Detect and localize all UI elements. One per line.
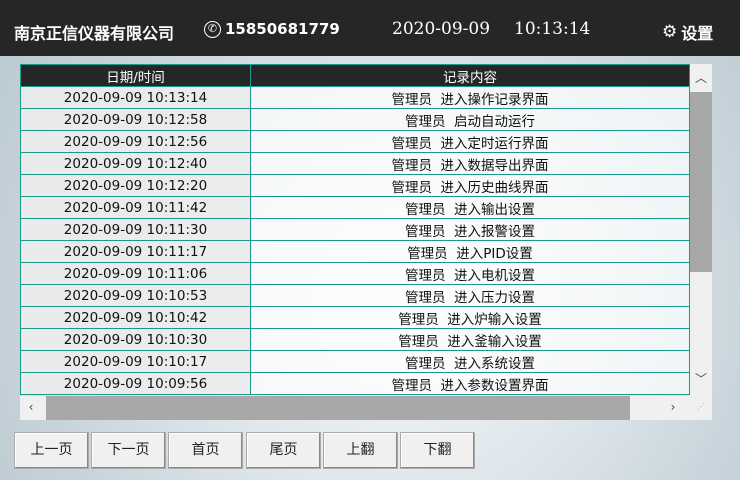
datetime-cell[interactable]: 2020-09-09 10:09:56 — [20, 372, 251, 395]
column-header-datetime[interactable]: 日期/时间 — [20, 64, 251, 87]
table-row[interactable]: 2020-09-09 10:13:14 管理员 进入操作记录界面 — [20, 86, 690, 109]
column-header-content[interactable]: 记录内容 — [250, 64, 690, 87]
datetime-cell[interactable]: 2020-09-09 10:12:58 — [20, 108, 251, 131]
scroll-right-icon[interactable]: › — [670, 400, 676, 414]
log-table: 日期/时间 记录内容 2020-09-09 10:13:14 管理员 进入操作记录… — [20, 64, 690, 395]
scroll-up-button[interactable]: 上翻 — [323, 432, 398, 469]
current-time: 10:13:14 — [514, 19, 591, 39]
table-row[interactable]: 2020-09-09 10:12:40 管理员 进入数据导出界面 — [20, 152, 690, 175]
table-row[interactable]: 2020-09-09 10:10:30 管理员 进入釜输入设置 — [20, 328, 690, 351]
resize-grip-icon[interactable]: ⋰ — [697, 402, 705, 411]
operation-log-grid: 日期/时间 记录内容 2020-09-09 10:13:14 管理员 进入操作记录… — [20, 64, 712, 420]
horizontal-scrollbar[interactable]: ‹ › ⋰ — [20, 396, 712, 420]
table-row[interactable]: 2020-09-09 10:10:17 管理员 进入系统设置 — [20, 350, 690, 373]
log-content-cell[interactable]: 管理员 进入系统设置 — [250, 350, 690, 373]
log-content-cell[interactable]: 管理员 进入PID设置 — [250, 240, 690, 263]
scroll-up-icon[interactable]: ︿ — [694, 71, 707, 85]
table-header: 日期/时间 记录内容 — [20, 64, 690, 87]
log-content-cell[interactable]: 管理员 进入操作记录界面 — [250, 86, 690, 109]
table-row[interactable]: 2020-09-09 10:11:30 管理员 进入报警设置 — [20, 218, 690, 241]
log-content-cell[interactable]: 管理员 进入釜输入设置 — [250, 328, 690, 351]
prev-page-button[interactable]: 上一页 — [14, 432, 89, 469]
vertical-scroll-thumb[interactable] — [690, 92, 712, 272]
next-page-button[interactable]: 下一页 — [91, 432, 166, 469]
table-row[interactable]: 2020-09-09 10:11:17 管理员 进入PID设置 — [20, 240, 690, 263]
log-content-cell[interactable]: 管理员 进入历史曲线界面 — [250, 174, 690, 197]
table-row[interactable]: 2020-09-09 10:12:58 管理员 启动自动运行 — [20, 108, 690, 131]
last-page-button[interactable]: 尾页 — [246, 432, 321, 469]
scroll-down-button[interactable]: 下翻 — [400, 432, 475, 469]
table-row[interactable]: 2020-09-09 10:11:06 管理员 进入电机设置 — [20, 262, 690, 285]
datetime-cell[interactable]: 2020-09-09 10:11:42 — [20, 196, 251, 219]
phone-icon: ✆ — [204, 20, 221, 38]
table-row[interactable]: 2020-09-09 10:09:56 管理员 进入参数设置界面 — [20, 372, 690, 395]
vertical-scrollbar[interactable]: ︿ ﹀ — [690, 64, 712, 396]
datetime-cell[interactable]: 2020-09-09 10:12:40 — [20, 152, 251, 175]
datetime-cell[interactable]: 2020-09-09 10:11:06 — [20, 262, 251, 285]
datetime-cell[interactable]: 2020-09-09 10:11:17 — [20, 240, 251, 263]
datetime-cell[interactable]: 2020-09-09 10:11:30 — [20, 218, 251, 241]
horizontal-scroll-thumb[interactable] — [46, 396, 630, 420]
table-row[interactable]: 2020-09-09 10:10:42 管理员 进入炉输入设置 — [20, 306, 690, 329]
datetime-cell[interactable]: 2020-09-09 10:12:20 — [20, 174, 251, 197]
phone-number: ✆ 15850681779 — [204, 20, 340, 38]
log-content-cell[interactable]: 管理员 进入参数设置界面 — [250, 372, 690, 395]
scroll-left-icon[interactable]: ‹ — [28, 400, 34, 414]
log-content-cell[interactable]: 管理员 进入报警设置 — [250, 218, 690, 241]
datetime-cell[interactable]: 2020-09-09 10:10:30 — [20, 328, 251, 351]
settings-label: 设置 — [681, 24, 714, 43]
company-name: 南京正信仪器有限公司 — [14, 24, 175, 43]
phone-text: 15850681779 — [225, 20, 340, 38]
log-content-cell[interactable]: 管理员 进入炉输入设置 — [250, 306, 690, 329]
log-content-cell[interactable]: 管理员 进入定时运行界面 — [250, 130, 690, 153]
log-content-cell[interactable]: 管理员 进入数据导出界面 — [250, 152, 690, 175]
datetime-cell[interactable]: 2020-09-09 10:10:53 — [20, 284, 251, 307]
current-date: 2020-09-09 — [392, 19, 491, 39]
datetime-cell[interactable]: 2020-09-09 10:10:17 — [20, 350, 251, 373]
log-content-cell[interactable]: 管理员 进入输出设置 — [250, 196, 690, 219]
top-bar: 南京正信仪器有限公司 ✆ 15850681779 2020-09-09 10:13… — [0, 0, 740, 56]
table-row[interactable]: 2020-09-09 10:12:56 管理员 进入定时运行界面 — [20, 130, 690, 153]
table-row[interactable]: 2020-09-09 10:11:42 管理员 进入输出设置 — [20, 196, 690, 219]
datetime-cell[interactable]: 2020-09-09 10:13:14 — [20, 86, 251, 109]
table-row[interactable]: 2020-09-09 10:12:20 管理员 进入历史曲线界面 — [20, 174, 690, 197]
scroll-down-icon[interactable]: ﹀ — [694, 372, 707, 386]
first-page-button[interactable]: 首页 — [168, 432, 243, 469]
log-content-cell[interactable]: 管理员 进入电机设置 — [250, 262, 690, 285]
settings-button[interactable]: ⚙ 设置 — [662, 20, 713, 44]
datetime-cell[interactable]: 2020-09-09 10:10:42 — [20, 306, 251, 329]
log-content-cell[interactable]: 管理员 启动自动运行 — [250, 108, 690, 131]
table-row[interactable]: 2020-09-09 10:10:53 管理员 进入压力设置 — [20, 284, 690, 307]
datetime-cell[interactable]: 2020-09-09 10:12:56 — [20, 130, 251, 153]
log-content-cell[interactable]: 管理员 进入压力设置 — [250, 284, 690, 307]
gear-icon: ⚙ — [662, 22, 678, 42]
